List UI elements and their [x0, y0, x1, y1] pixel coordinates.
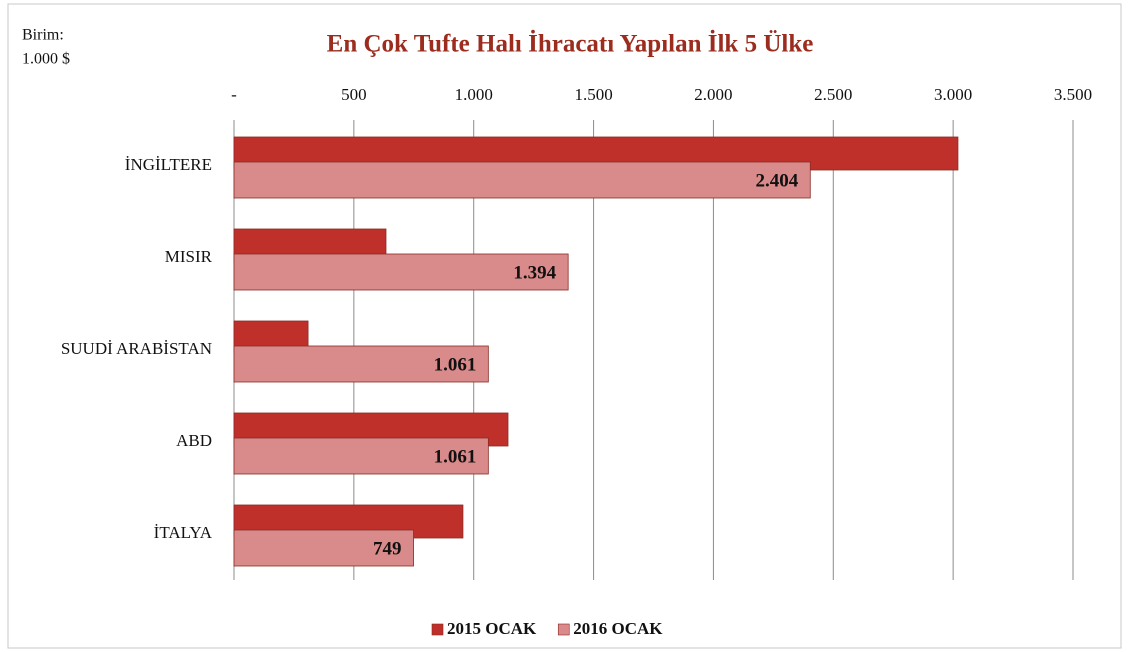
x-tick-label: 2.000 [694, 85, 732, 104]
x-tick-label: 2.500 [814, 85, 852, 104]
legend-swatch [557, 623, 570, 636]
bar [233, 529, 414, 567]
x-tick-label: 1.500 [574, 85, 612, 104]
y-tick-label: İNGİLTERE [125, 155, 212, 174]
x-tick-label: 1.000 [455, 85, 493, 104]
x-tick-label: 3.000 [934, 85, 972, 104]
legend-swatch [431, 623, 444, 636]
legend-label: 2016 OCAK [573, 619, 663, 638]
y-tick-label: ABD [176, 431, 212, 450]
chart-title: En Çok Tufte Halı İhracatı Yapılan İlk 5… [327, 30, 814, 58]
y-tick-label: MISIR [165, 247, 213, 266]
y-tick-label: SUUDİ ARABİSTAN [61, 339, 212, 358]
y-tick-label: İTALYA [154, 523, 213, 542]
x-tick-label: 3.500 [1054, 85, 1092, 104]
bar [233, 437, 489, 475]
legend-label: 2015 OCAK [447, 619, 537, 638]
bar [233, 345, 489, 383]
bar [233, 161, 811, 199]
value-label: 1.394 [513, 262, 556, 283]
x-tick-label: 500 [341, 85, 367, 104]
value-label: 1.061 [434, 446, 477, 467]
value-label: 1.061 [434, 354, 477, 375]
value-label: 749 [373, 538, 402, 559]
x-tick-label: - [231, 85, 237, 104]
unit-note: 1.000 $ [22, 51, 70, 68]
chart-border [7, 3, 1122, 649]
unit-note: Birim: [22, 27, 64, 44]
value-label: 2.404 [756, 170, 799, 191]
bar [233, 253, 569, 291]
